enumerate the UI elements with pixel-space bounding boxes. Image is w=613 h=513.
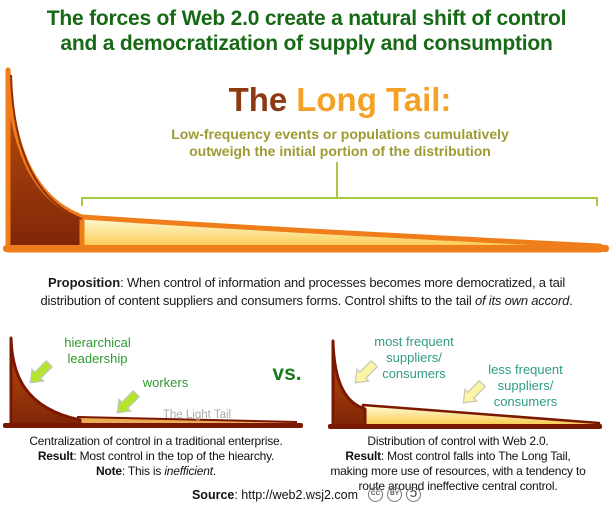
proposition-line2-text: distribution of content suppliers and co…: [40, 293, 475, 308]
traditional-caption-note: Note: This is inefficient.: [2, 464, 310, 479]
hierarchical-line2: leadership: [67, 351, 128, 366]
share-alike-icon: Ɔ: [406, 487, 422, 502]
proposition-line1: Proposition: When control of information…: [0, 274, 613, 292]
traditional-baseline-bar: [3, 423, 303, 428]
web20-chart: [328, 339, 602, 429]
less-frequent-line3: consumers: [493, 394, 558, 409]
less-frequent-arrow-icon: [462, 379, 487, 404]
page-title-line1: The forces of Web 2.0 create a natural s…: [46, 7, 567, 30]
heading-the: The: [228, 81, 288, 118]
less-frequent-label: less frequent suppliers/ consumers: [468, 362, 583, 410]
web20-result-text: : Most control falls into The Long Tail,: [380, 449, 571, 463]
source-label: Source: [191, 487, 235, 502]
proposition-period: .: [569, 293, 573, 308]
web20-long-tail-shape: [361, 403, 601, 429]
proposition-italic: of its own accord: [474, 293, 570, 308]
long-tail-subtitle: Low-frequency events or populations cumu…: [60, 126, 613, 160]
web20-caption-result: Result: Most control falls into The Long…: [305, 449, 611, 464]
vs-label: vs.: [272, 362, 302, 385]
less-frequent-line2: suppliers/: [497, 378, 554, 393]
page-title: The forces of Web 2.0 create a natural s…: [0, 6, 613, 56]
page-title-line2: and a democratization of supply and cons…: [60, 32, 553, 55]
hierarchical-line1: hierarchical: [64, 335, 131, 350]
note-italic: inefficient: [164, 464, 213, 478]
note-label: Note: [96, 464, 122, 478]
most-frequent-label: most frequent suppliers/ consumers: [358, 334, 470, 382]
hierarchical-leadership-label: hierarchical leadership: [40, 335, 155, 367]
proposition-line1-rest: : When control of information and proces…: [120, 275, 566, 290]
source-line: Source : http://web2.wsj2.com CC BY Ɔ: [0, 487, 613, 502]
traditional-caption-result: Result: Most control in the top of the h…: [2, 449, 310, 464]
workers-arrow-icon: [116, 389, 141, 414]
traditional-head-shape: [9, 336, 82, 428]
web20-caption: Distribution of control with Web 2.0. Re…: [305, 434, 611, 494]
less-frequent-line1: less frequent: [488, 362, 563, 377]
heading-long-tail: Long Tail:: [296, 81, 452, 118]
web20-caption-line3: making more use of resources, with a ten…: [330, 464, 586, 478]
leadership-arrow-icon: [29, 359, 54, 384]
proposition-label: Proposition: [47, 275, 121, 290]
web20-head-shape: [331, 339, 367, 429]
by-icon: BY: [387, 487, 403, 502]
source-url: : http://web2.wsj2.com: [234, 487, 359, 502]
note-period: .: [212, 464, 216, 478]
traditional-caption-line1: Centralization of control in a tradition…: [29, 434, 283, 448]
workers-label: workers: [142, 375, 189, 390]
baseline-bar: [3, 245, 609, 252]
subtitle-line2: outweigh the initial portion of the dist…: [189, 143, 491, 159]
web20-baseline-bar: [328, 424, 602, 429]
traditional-caption: Centralization of control in a tradition…: [2, 434, 310, 479]
note-text: : This is: [121, 464, 165, 478]
most-frequent-line1: most frequent: [374, 334, 454, 349]
traditional-enterprise-chart: [3, 336, 303, 428]
long-tail-chart: [3, 67, 609, 253]
result-text: : Most control in the top of the hiearch…: [73, 449, 275, 463]
proposition-line2: distribution of content suppliers and co…: [0, 292, 613, 310]
web20-caption-line1: Distribution of control with Web 2.0.: [367, 434, 549, 448]
proposition-text: Proposition: When control of information…: [0, 274, 613, 310]
cc-icon: CC: [368, 487, 384, 502]
most-frequent-line3: consumers: [382, 366, 446, 381]
web20-result-label: Result: [345, 449, 381, 463]
most-frequent-line2: suppliers/: [386, 350, 442, 365]
result-label: Result: [37, 449, 74, 463]
subtitle-line1: Low-frequency events or populations cumu…: [171, 126, 509, 142]
tail-bracket: [81, 162, 598, 206]
long-tail-heading: The Long Tail:: [60, 80, 613, 120]
head-inner-edge: [10, 74, 83, 220]
light-tail-label: The Light Tail: [162, 409, 232, 421]
most-frequent-arrow-icon: [354, 359, 379, 384]
